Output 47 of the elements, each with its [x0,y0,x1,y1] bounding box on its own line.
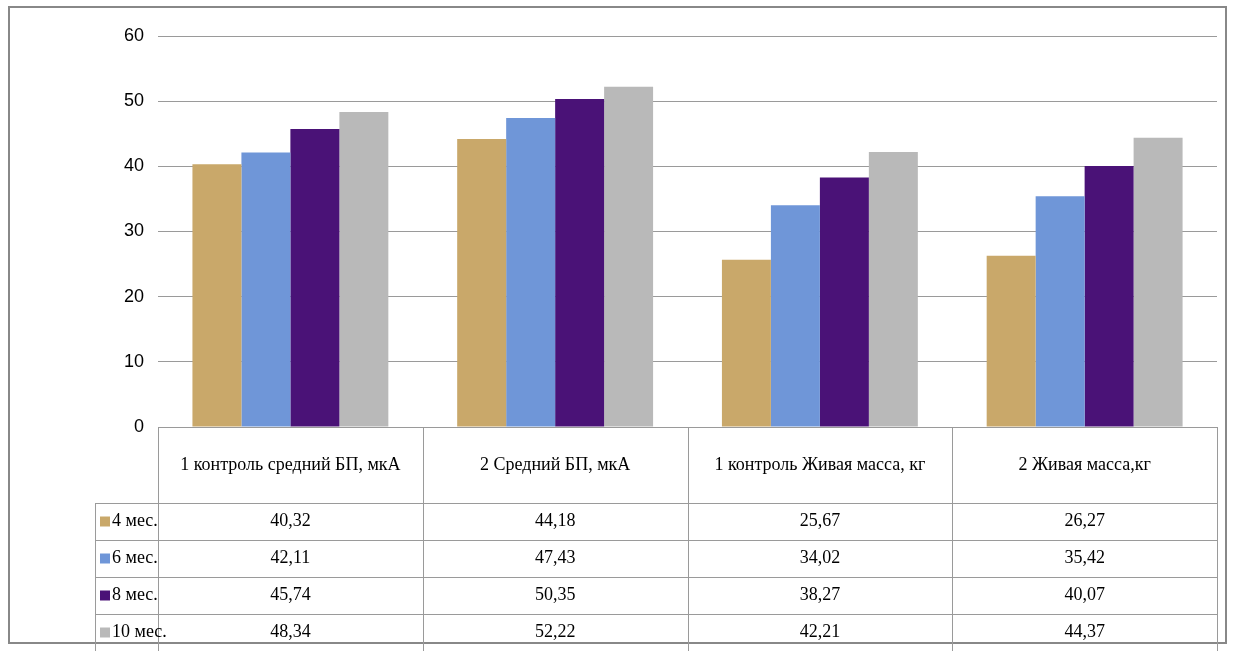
data-label: 40,07 [1064,584,1105,605]
data-label: 47,43 [534,547,576,568]
bar [721,259,771,427]
data-label: 34,02 [799,547,841,568]
y-tick-label: 60 [123,24,145,45]
data-label: 44,37 [1064,621,1105,642]
data-label: 25,67 [799,510,841,531]
bar [868,151,918,427]
data-label: 48,34 [270,621,311,642]
bar [192,164,242,427]
data-label: 42,11 [270,547,311,568]
y-tick-label: 30 [123,220,145,241]
bar [506,117,556,427]
data-label: 50,35 [534,584,576,605]
data-label: 52,22 [534,621,576,642]
x-tick-label: 2 Живая масса,кг [1018,453,1151,474]
y-tick-label: 20 [123,285,145,306]
data-label: 45,74 [270,584,311,605]
x-tick-label: 2 Средний БП, мкА [479,453,631,474]
bar [604,86,654,427]
legend-label: 8 мес. [112,584,158,605]
bar [290,128,340,427]
bar [457,139,507,427]
bar [986,255,1036,427]
y-tick-label: 0 [134,415,145,436]
data-label: 44,18 [534,510,576,531]
bar [770,205,820,427]
bar [555,98,605,427]
x-tick-label: 1 контроль Живая масса, кг [714,453,926,474]
data-label: 26,27 [1064,510,1105,531]
bar [819,177,869,427]
bar [1084,165,1134,427]
bar [241,152,291,427]
data-label: 38,27 [799,584,841,605]
bar [339,111,389,427]
data-label: 35,42 [1064,547,1105,568]
y-tick-label: 40 [123,155,145,176]
bar [1133,137,1183,427]
bar [1035,196,1085,427]
data-label: 42,21 [799,621,841,642]
legend-label: 4 мес. [112,510,158,531]
y-tick-label: 50 [123,90,145,111]
legend-label: 6 мес. [112,547,158,568]
legend-label: 10 мес. [112,621,167,642]
data-label: 40,32 [270,510,311,531]
x-tick-label: 1 контроль средний БП, мкА [180,453,401,474]
y-tick-label: 10 [123,350,145,371]
